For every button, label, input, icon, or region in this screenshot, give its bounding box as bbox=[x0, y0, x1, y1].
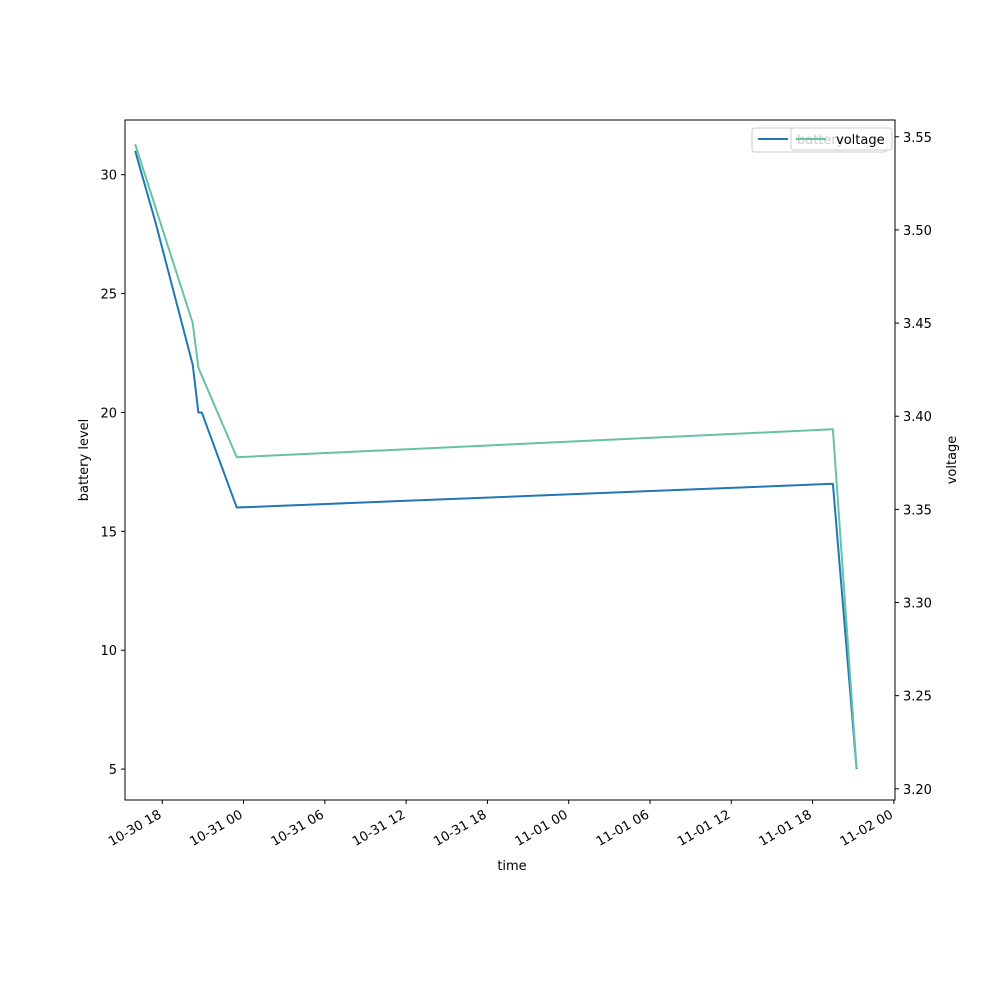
y2-tick-label: 3.50 bbox=[903, 224, 932, 239]
y2-tick-label: 3.45 bbox=[903, 317, 932, 332]
y-tick-label: 25 bbox=[100, 288, 117, 303]
y-tick-label: 15 bbox=[100, 525, 117, 540]
legend-voltage: voltage bbox=[790, 127, 893, 151]
legend-voltage-box bbox=[790, 127, 893, 151]
y-tick-label: 10 bbox=[100, 644, 117, 659]
y2-tick-label: 3.20 bbox=[903, 783, 932, 798]
y2-tick-label: 3.35 bbox=[903, 503, 932, 518]
y-axis-ticks: 5 10 15 20 25 30 bbox=[100, 169, 125, 778]
y2-axis-ticks: 3.20 3.25 3.30 3.35 3.40 3.45 3.50 3.55 bbox=[895, 131, 932, 798]
plot-frame bbox=[124, 119, 896, 801]
series-layer bbox=[134, 143, 858, 770]
y-tick-label: 5 bbox=[109, 763, 117, 778]
y2-tick-label: 3.30 bbox=[903, 597, 932, 612]
series-line-battery bbox=[134, 150, 858, 770]
y2-tick-label: 3.40 bbox=[903, 410, 932, 425]
y2-tick-label: 3.55 bbox=[903, 131, 932, 146]
y-axis-label: battery level bbox=[77, 419, 92, 502]
legend-voltage-label: voltage bbox=[836, 133, 885, 148]
series-line-voltage bbox=[134, 143, 858, 769]
y2-tick-label: 3.25 bbox=[903, 690, 932, 705]
y-tick-label: 30 bbox=[100, 169, 117, 184]
y-tick-label: 20 bbox=[100, 406, 117, 421]
y2-axis-label: voltage bbox=[945, 436, 960, 485]
x-axis-label: time bbox=[497, 859, 526, 874]
